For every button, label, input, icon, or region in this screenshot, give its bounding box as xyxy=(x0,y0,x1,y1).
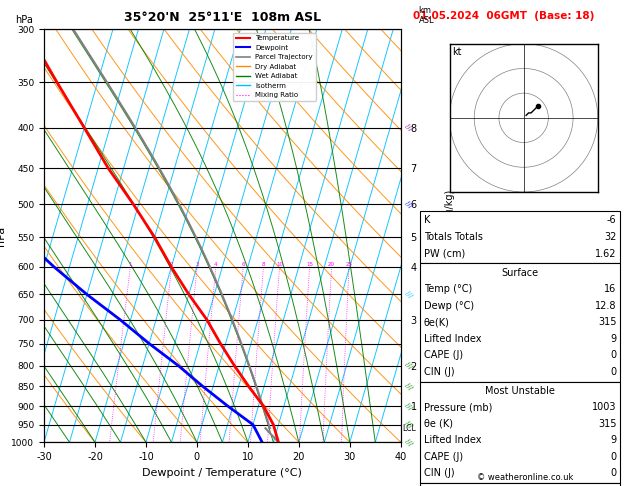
Text: ///: /// xyxy=(404,382,413,391)
Text: Surface: Surface xyxy=(501,267,539,278)
Text: CAPE (J): CAPE (J) xyxy=(424,350,463,360)
Text: Lifted Index: Lifted Index xyxy=(424,333,481,344)
Y-axis label: Mixing Ratio (g/kg): Mixing Ratio (g/kg) xyxy=(445,190,455,282)
Title: 35°20'N  25°11'E  108m ASL: 35°20'N 25°11'E 108m ASL xyxy=(124,11,321,24)
X-axis label: Dewpoint / Temperature (°C): Dewpoint / Temperature (°C) xyxy=(142,468,303,478)
Text: 0: 0 xyxy=(610,468,616,478)
Text: hPa: hPa xyxy=(16,15,33,25)
Text: 0: 0 xyxy=(610,350,616,360)
Text: K: K xyxy=(424,215,430,226)
Text: 3: 3 xyxy=(196,262,199,267)
Text: LCL: LCL xyxy=(403,424,416,433)
Text: 1003: 1003 xyxy=(592,402,616,412)
Text: Temp (°C): Temp (°C) xyxy=(424,284,472,294)
Text: CIN (J): CIN (J) xyxy=(424,468,455,478)
Text: Totals Totals: Totals Totals xyxy=(424,232,483,242)
Text: 315: 315 xyxy=(598,418,616,429)
Text: 32: 32 xyxy=(604,232,616,242)
Text: 9: 9 xyxy=(610,333,616,344)
Text: 0: 0 xyxy=(610,366,616,377)
Text: 16: 16 xyxy=(604,284,616,294)
Text: 1.62: 1.62 xyxy=(595,248,616,259)
Text: ///: /// xyxy=(404,361,413,370)
Text: CAPE (J): CAPE (J) xyxy=(424,451,463,462)
Text: 10: 10 xyxy=(276,262,283,267)
Text: ///: /// xyxy=(404,437,413,447)
Text: 2: 2 xyxy=(170,262,174,267)
Text: km
ASL: km ASL xyxy=(419,6,434,25)
Text: 6: 6 xyxy=(242,262,245,267)
Text: 25: 25 xyxy=(345,262,353,267)
Text: PW (cm): PW (cm) xyxy=(424,248,465,259)
Text: ///: /// xyxy=(404,290,413,299)
Text: 12.8: 12.8 xyxy=(595,300,616,311)
Text: 0: 0 xyxy=(610,451,616,462)
Text: 1: 1 xyxy=(128,262,132,267)
Text: 20: 20 xyxy=(328,262,335,267)
Text: θe (K): θe (K) xyxy=(424,418,453,429)
Text: 4: 4 xyxy=(214,262,218,267)
Text: 315: 315 xyxy=(598,317,616,327)
Text: ///: /// xyxy=(404,420,413,429)
Text: 01.05.2024  06GMT  (Base: 18): 01.05.2024 06GMT (Base: 18) xyxy=(413,11,594,21)
Y-axis label: hPa: hPa xyxy=(0,226,6,246)
Text: kt: kt xyxy=(452,47,462,57)
Text: 8: 8 xyxy=(262,262,265,267)
Text: ///: /// xyxy=(404,401,413,411)
Text: Lifted Index: Lifted Index xyxy=(424,435,481,445)
Text: Dewp (°C): Dewp (°C) xyxy=(424,300,474,311)
Text: ///: /// xyxy=(404,123,413,133)
Legend: Temperature, Dewpoint, Parcel Trajectory, Dry Adiabat, Wet Adiabat, Isotherm, Mi: Temperature, Dewpoint, Parcel Trajectory… xyxy=(233,33,316,101)
Text: -6: -6 xyxy=(607,215,616,226)
Text: CIN (J): CIN (J) xyxy=(424,366,455,377)
Text: Pressure (mb): Pressure (mb) xyxy=(424,402,493,412)
Text: 9: 9 xyxy=(610,435,616,445)
Text: θe(K): θe(K) xyxy=(424,317,450,327)
Text: © weatheronline.co.uk: © weatheronline.co.uk xyxy=(477,473,574,482)
Text: 15: 15 xyxy=(306,262,313,267)
Text: ///: /// xyxy=(404,200,413,209)
Text: Most Unstable: Most Unstable xyxy=(485,385,555,396)
